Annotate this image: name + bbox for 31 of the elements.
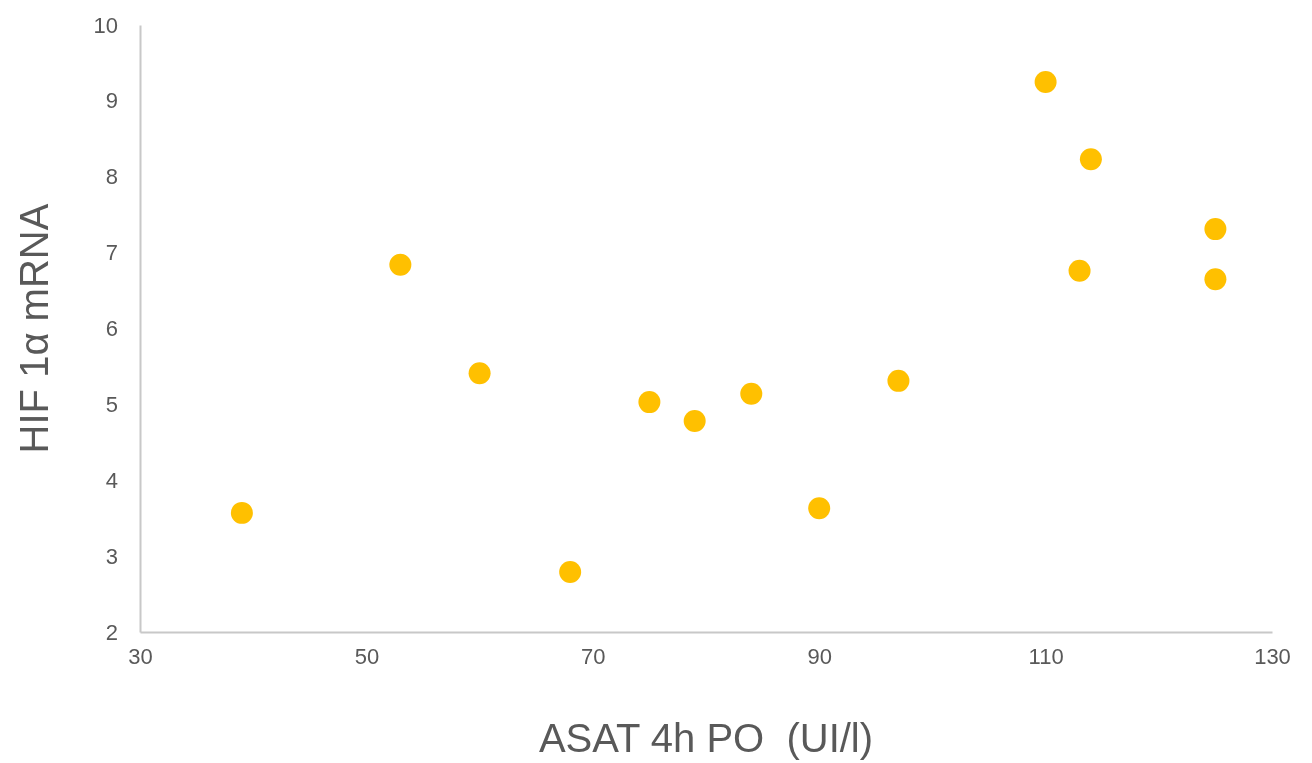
x-tick-label: 90 xyxy=(807,643,832,669)
point xyxy=(389,253,412,276)
y-tick-label: 4 xyxy=(105,467,118,493)
y-tick-label: 2 xyxy=(105,619,118,645)
x-axis-title: ASAT 4h PO (UI/l) xyxy=(538,716,874,760)
point xyxy=(1068,259,1091,282)
y-tick-label: 8 xyxy=(105,164,118,190)
point xyxy=(683,410,706,433)
y-tick-label: 10 xyxy=(93,12,118,38)
point xyxy=(887,369,910,392)
y-tick-label: 9 xyxy=(105,88,118,114)
y-tick-label: 3 xyxy=(105,543,118,569)
point xyxy=(1034,70,1057,93)
point xyxy=(808,497,831,520)
y-tick-label: 7 xyxy=(105,240,118,266)
x-tick-label: 50 xyxy=(354,643,380,669)
x-tick-label: 130 xyxy=(1254,643,1291,669)
y-axis-title: HIF 1α mRNA xyxy=(12,203,56,454)
point xyxy=(638,391,661,414)
point xyxy=(740,382,763,405)
point xyxy=(1204,218,1227,241)
point xyxy=(468,362,491,385)
y-tick-label: 6 xyxy=(105,316,118,342)
y-tick-label: 5 xyxy=(105,391,118,417)
point xyxy=(230,501,253,524)
point xyxy=(1204,268,1227,291)
point xyxy=(559,561,582,584)
x-tick-label: 30 xyxy=(128,643,153,669)
point xyxy=(1079,148,1102,171)
x-tick-label: 70 xyxy=(581,643,606,669)
x-tick-label: 110 xyxy=(1028,643,1064,669)
